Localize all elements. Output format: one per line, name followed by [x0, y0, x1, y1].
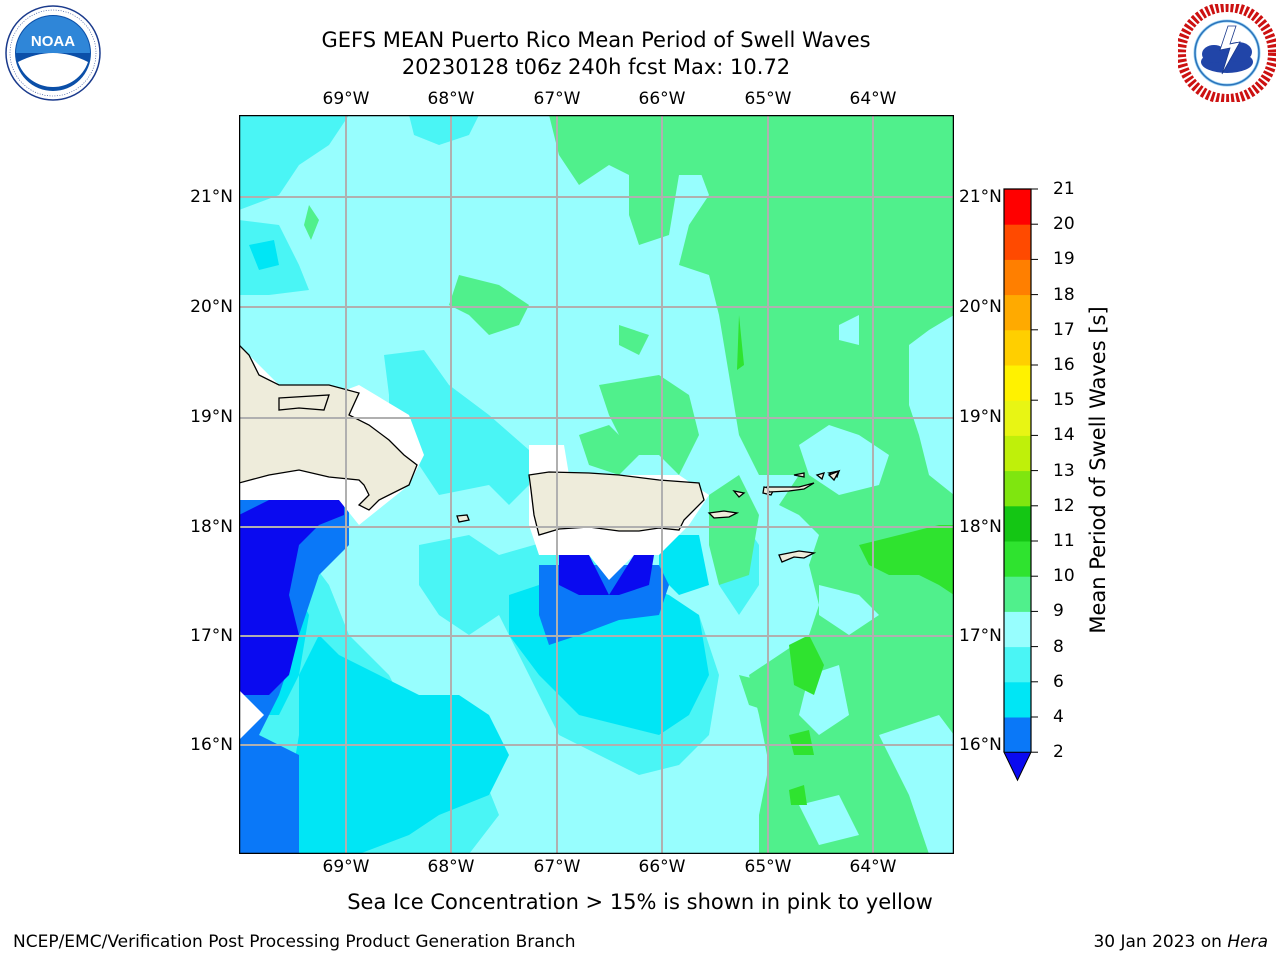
lon-label-top: 64°W	[849, 89, 897, 109]
colorbar-segment	[1004, 259, 1031, 296]
colorbar-tick-label: 17	[1053, 319, 1075, 340]
colorbar-segment	[1004, 611, 1031, 648]
noaa-logo-text: NOAA	[31, 33, 75, 50]
lon-label-bottom: 67°W	[533, 857, 581, 877]
contour-band-9	[304, 115, 954, 854]
contour-band-10	[737, 315, 954, 805]
footer-credit: NCEP/EMC/Verification Post Processing Pr…	[13, 932, 576, 952]
nws-logo	[1178, 4, 1276, 102]
lat-label-right: 17°N	[959, 626, 1002, 646]
lon-label-bottom: 66°W	[638, 857, 686, 877]
colorbar-tick-label: 4	[1053, 707, 1064, 727]
colorbar-tick-label: 11	[1053, 531, 1075, 551]
colorbar-tick-label: 14	[1053, 425, 1075, 446]
colorbar-segment	[1004, 646, 1031, 683]
lat-label-left: 17°N	[190, 626, 233, 646]
lon-label-top: 67°W	[533, 89, 581, 109]
lon-label-bottom: 64°W	[849, 857, 897, 877]
contour-band-2	[239, 500, 654, 695]
colorbar-tick-label: 15	[1053, 390, 1075, 411]
colorbar-tick-label: 2	[1053, 742, 1064, 763]
land-areas	[239, 344, 841, 563]
lat-label-right: 21°N	[959, 187, 1002, 207]
lat-label-left: 16°N	[190, 735, 233, 755]
colorbar-segment	[1004, 329, 1031, 366]
lon-label-bottom: 65°W	[744, 857, 792, 877]
lon-label-top: 65°W	[744, 89, 792, 109]
colorbar-segment	[1004, 224, 1031, 260]
swell-period-map	[239, 115, 954, 854]
colorbar-segment	[1004, 294, 1031, 331]
lat-label-left: 18°N	[190, 517, 233, 537]
colorbar-tick-label: 19	[1053, 249, 1075, 270]
lat-label-right: 18°N	[959, 517, 1002, 537]
lon-label-top: 69°W	[322, 89, 370, 109]
lat-label-right: 16°N	[959, 735, 1002, 755]
colorbar-segment	[1004, 541, 1031, 577]
colorbar-tick-label: 16	[1053, 355, 1075, 375]
colorbar-title: Mean Period of Swell Waves [s]	[1086, 306, 1110, 634]
footer-date-text: 30 Jan 2023 on	[1093, 932, 1228, 952]
lat-label-right: 20°N	[959, 297, 1002, 317]
colorbar-segment	[1004, 189, 1031, 225]
colorbar-segment	[1004, 505, 1031, 542]
lat-label-left: 20°N	[190, 297, 233, 317]
colorbar-extend-triangle	[1003, 751, 1032, 782]
colorbar-tick-label: 6	[1053, 671, 1064, 692]
lon-label-bottom: 68°W	[427, 857, 475, 877]
lat-label-left: 19°N	[190, 407, 233, 427]
colorbar-tick-label: 18	[1053, 284, 1075, 305]
lon-label-top: 66°W	[638, 89, 686, 109]
colorbar-tick-label: 9	[1053, 601, 1064, 622]
colorbar-segment	[1004, 681, 1031, 718]
colorbar-segment	[1004, 365, 1031, 401]
map-frame	[239, 115, 954, 854]
footer-host: Hera	[1227, 932, 1268, 952]
colorbar-tick-label: 20	[1053, 214, 1075, 235]
noaa-logo: NOAA	[5, 5, 101, 101]
footer-date: 30 Jan 2023 on Hera	[1093, 932, 1268, 952]
chart-subtitle-forecast: 20230128 t06z 240h fcst Max: 10.72	[401, 55, 791, 79]
colorbar-segment	[1004, 576, 1031, 612]
colorbar-tick-label: 12	[1053, 495, 1075, 516]
colorbar-segment	[1004, 717, 1031, 753]
chart-title: GEFS MEAN Puerto Rico Mean Period of Swe…	[321, 28, 871, 52]
colorbar-tick-label: 8	[1053, 636, 1064, 657]
colorbar	[1003, 188, 1038, 782]
lon-label-bottom: 69°W	[322, 857, 370, 877]
lat-label-right: 19°N	[959, 407, 1002, 427]
lat-label-left: 21°N	[190, 187, 233, 207]
lon-label-top: 68°W	[427, 89, 475, 109]
map-gridlines	[239, 115, 954, 854]
colorbar-segment	[1004, 435, 1031, 472]
colorbar-tick-label: 10	[1053, 566, 1075, 587]
colorbar-segment	[1004, 400, 1031, 436]
sea-ice-note: Sea Ice Concentration > 15% is shown in …	[347, 890, 933, 914]
colorbar-segment	[1004, 470, 1031, 507]
colorbar-tick-label: 21	[1053, 179, 1075, 199]
colorbar-tick-label: 13	[1053, 460, 1075, 481]
